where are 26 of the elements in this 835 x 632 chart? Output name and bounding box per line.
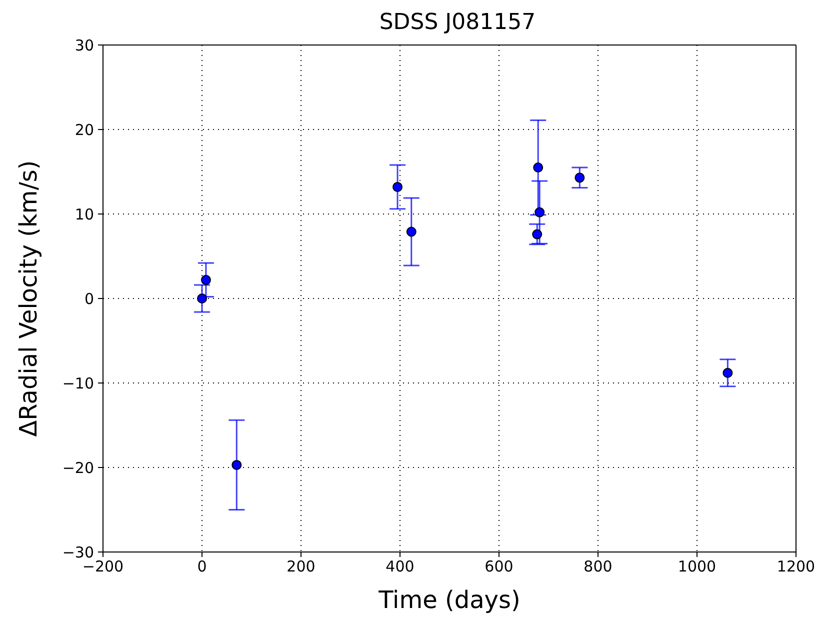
point	[197, 294, 207, 304]
point	[200, 274, 211, 285]
x-axis-title: Time (days)	[378, 586, 520, 614]
x-tick-label: 800	[584, 558, 612, 576]
chart-title: SDSS J081157	[378, 9, 537, 37]
point	[392, 182, 403, 192]
point	[534, 207, 545, 218]
point	[532, 229, 542, 240]
point	[722, 368, 733, 378]
y-tick-label: 20	[74, 120, 94, 139]
x-tick-label: 400	[386, 558, 414, 576]
x-tick-label: 200	[286, 558, 316, 576]
x-tick-label: 600	[484, 558, 514, 576]
point	[574, 172, 585, 183]
point	[406, 226, 416, 237]
y-axis-title: ΔRadial Velocity (km/s)	[14, 160, 43, 437]
y-tick-label: 0	[84, 290, 94, 308]
x-tick-label: 1000	[678, 558, 716, 576]
x-tick-label: 0	[197, 558, 207, 576]
point	[232, 460, 242, 470]
y-tick-label: 10	[74, 205, 94, 224]
y-tick-label: −20	[62, 458, 94, 477]
x-tick-label: 1200	[776, 558, 816, 576]
y-tick-label: 30	[74, 36, 94, 54]
y-tick-label: −10	[62, 374, 94, 392]
point	[533, 162, 544, 173]
